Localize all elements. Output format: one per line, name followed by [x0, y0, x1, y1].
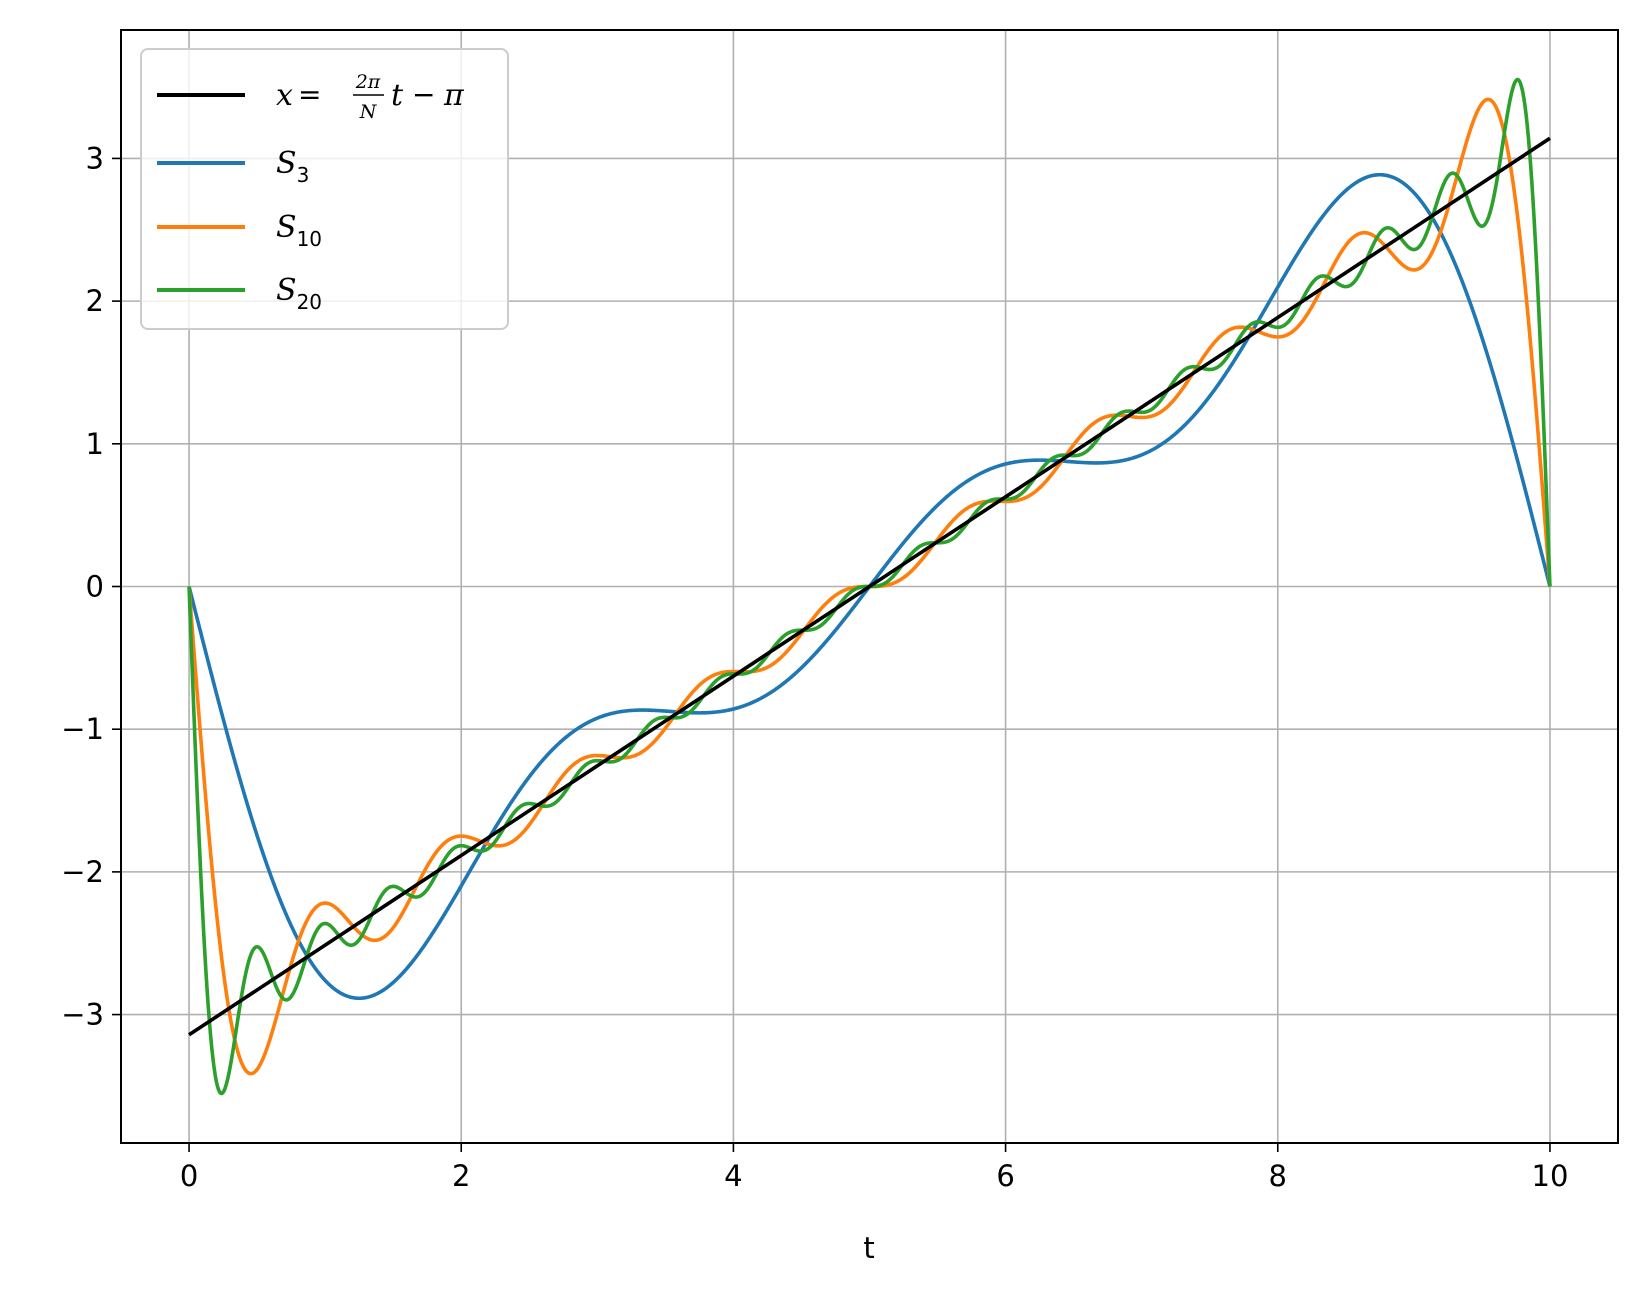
legend-target-var: t	[391, 78, 404, 113]
x-tick-label: 4	[724, 1159, 742, 1193]
legend-target-frac-den: N	[359, 101, 378, 123]
x-axis-title: t	[863, 1231, 874, 1265]
y-tick-label: −1	[61, 712, 104, 746]
legend-box	[140, 48, 509, 330]
legend-label-s10: S10	[276, 210, 322, 251]
legend-target-rhs: π	[443, 78, 465, 113]
y-tick-label: 3	[86, 141, 104, 175]
legend-label-target: x = 2π N t − π	[276, 71, 465, 123]
y-tick-label: −3	[61, 998, 104, 1032]
axis-ticks: 0 2 4 6 8 10 −3 −2 −1 0 1 2 3	[61, 141, 1568, 1193]
y-tick-label: 0	[86, 570, 104, 604]
legend-target-eq: =	[298, 78, 321, 111]
series-line-target	[188, 136, 1551, 1037]
x-tick-label: 2	[452, 1159, 470, 1193]
legend-label-s20: S20	[276, 273, 322, 314]
y-tick-label: −2	[61, 855, 104, 889]
legend-target-frac-num: 2π	[355, 71, 381, 93]
x-tick-label: 10	[1532, 1159, 1569, 1193]
legend: x = 2π N t − π S3 S10 S20	[140, 48, 509, 330]
x-tick-label: 0	[180, 1159, 198, 1193]
x-tick-label: 6	[996, 1159, 1014, 1193]
series-layer	[187, 77, 1552, 1096]
legend-target-minus: −	[412, 78, 435, 111]
legend-label-s3: S3	[276, 146, 309, 187]
legend-target-lhs: x	[276, 78, 293, 113]
y-tick-label: 2	[86, 284, 104, 318]
y-tick-label: 1	[86, 427, 104, 461]
x-tick-label: 8	[1269, 1159, 1287, 1193]
